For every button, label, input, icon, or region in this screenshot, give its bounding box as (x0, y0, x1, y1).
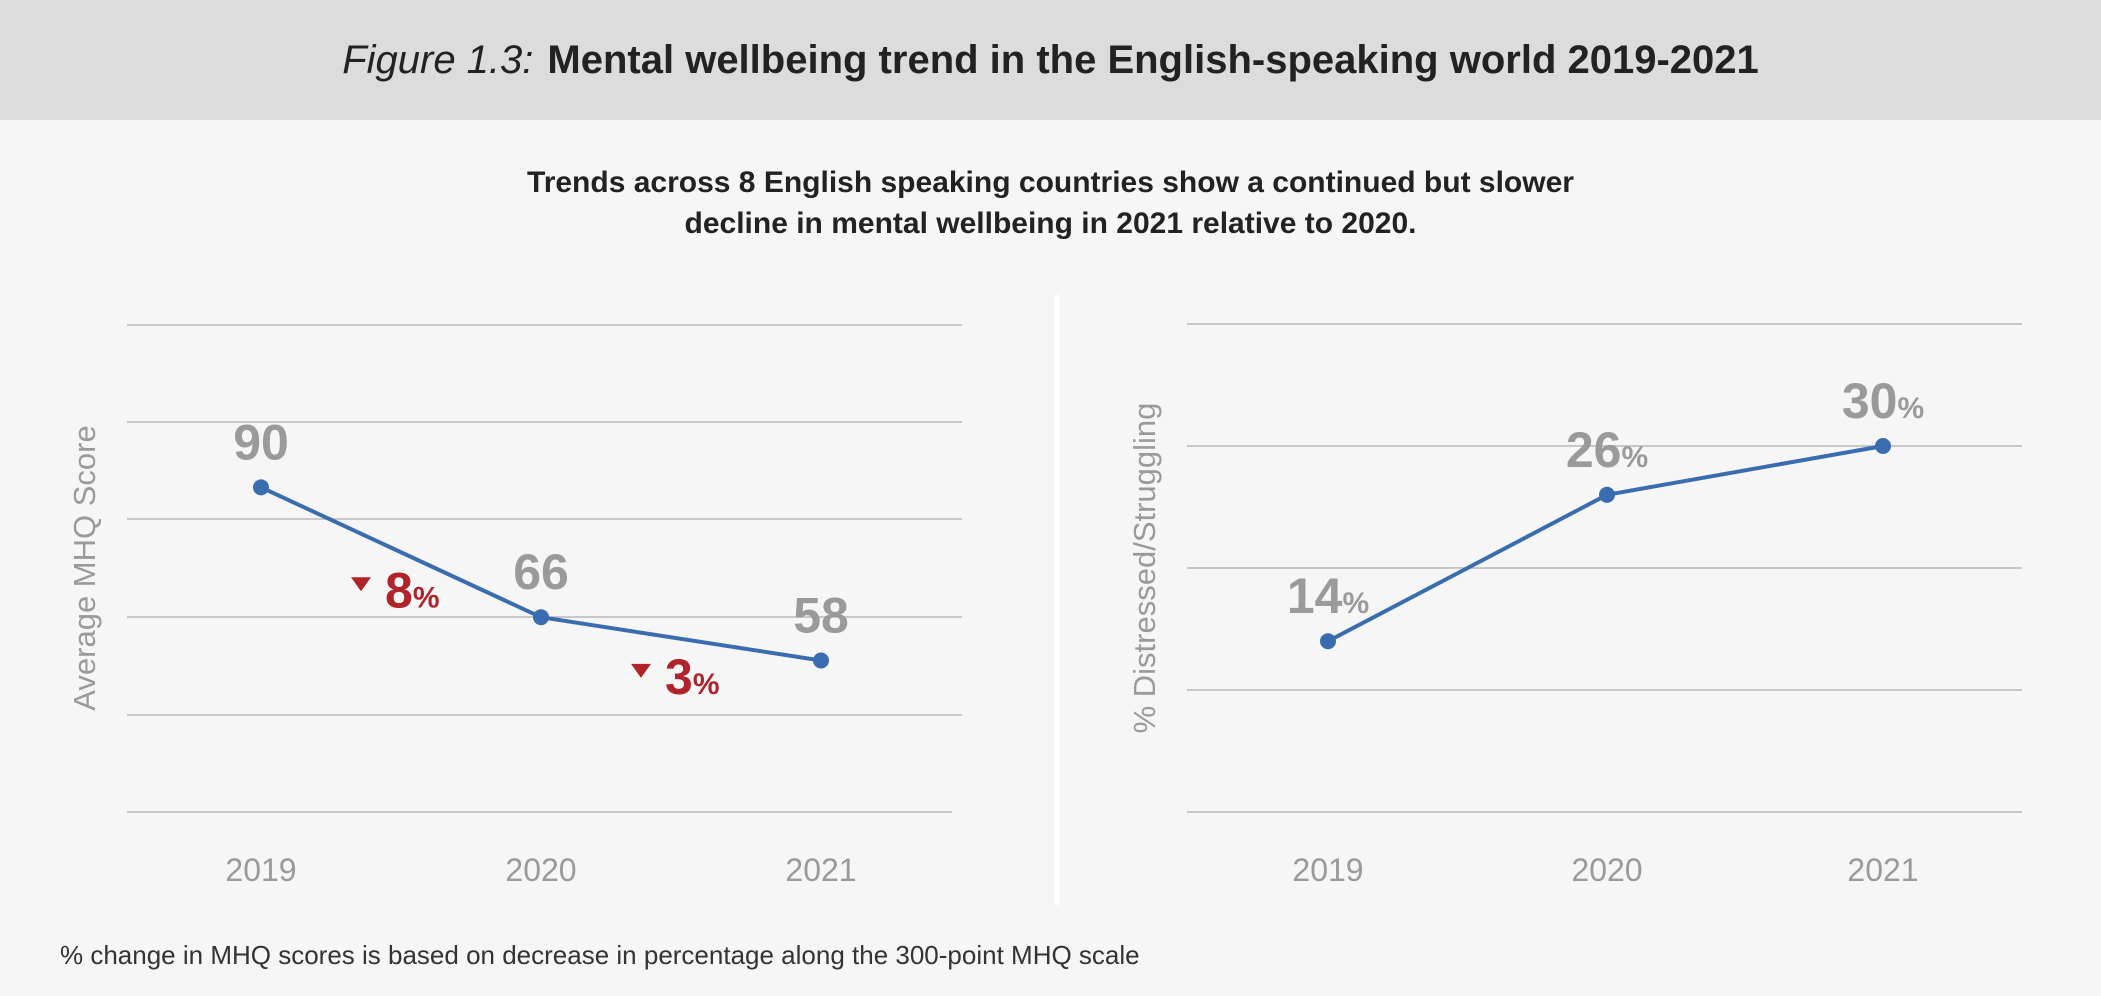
x-tick-label: 2020 (505, 852, 576, 888)
x-tick-label: 2021 (785, 852, 856, 888)
figure-label: Figure 1.3: (342, 37, 534, 82)
decline-annotation: 8% (385, 562, 440, 618)
x-tick-label: 2020 (1571, 852, 1642, 888)
data-label-unit: % (1621, 441, 1648, 474)
subtitle-line-2: decline in mental wellbeing in 2021 rela… (684, 207, 1417, 240)
decline-value: 8 (385, 562, 413, 618)
data-label-number: 30 (1842, 373, 1898, 429)
figure-heading: Figure 1.3: Mental wellbeing trend in the… (342, 38, 1759, 83)
data-label: 90 (233, 414, 289, 470)
chart-subtitle: Trends across 8 English speaking countri… (0, 162, 2101, 244)
subtitle-line-1: Trends across 8 English speaking countri… (527, 166, 1574, 199)
x-tick-label: 2019 (1292, 852, 1363, 888)
decline-value: 3 (665, 649, 693, 705)
data-point (1320, 633, 1336, 650)
data-point (1875, 438, 1891, 454)
figure-title: Mental wellbeing trend in the English-sp… (547, 37, 1759, 82)
data-label: 14% (1287, 568, 1369, 624)
data-point (813, 652, 829, 669)
decline-unit: % (413, 581, 440, 614)
data-label-number: 26 (1566, 422, 1622, 478)
y-axis-label: % Distressed/Struggling (1127, 403, 1162, 734)
y-axis-label: Average MHQ Score (67, 425, 102, 710)
figure-header: Figure 1.3: Mental wellbeing trend in the… (0, 0, 2101, 120)
decline-unit: % (693, 668, 720, 701)
x-tick-label: 2021 (1847, 852, 1918, 888)
down-triangle-icon (631, 663, 651, 678)
data-point (253, 479, 269, 496)
decline-annotation: 3% (665, 649, 720, 705)
data-label: 58 (793, 587, 849, 643)
data-label: 66 (513, 544, 569, 600)
footnote: % change in MHQ scores is based on decre… (60, 940, 1140, 970)
data-point (533, 609, 549, 626)
data-point (1599, 486, 1615, 503)
data-label-number: 14 (1287, 568, 1343, 624)
x-tick-label: 2019 (225, 852, 296, 888)
down-triangle-icon (351, 577, 371, 592)
data-label: 30% (1842, 373, 1924, 429)
data-label-unit: % (1897, 392, 1924, 425)
data-label: 26% (1566, 422, 1648, 478)
data-label-unit: % (1342, 587, 1369, 620)
